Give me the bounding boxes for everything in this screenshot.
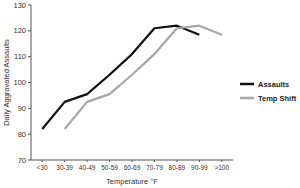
x-tick	[87, 160, 88, 162]
x-tick-label: <30	[37, 164, 48, 171]
y-tick-label: 130	[13, 1, 26, 10]
legend-label: Assaults	[258, 80, 289, 89]
x-tick	[199, 160, 200, 162]
x-tick	[154, 160, 155, 162]
legend-label: Temp Shift	[258, 94, 297, 103]
series-line	[42, 26, 199, 129]
x-tick-label: 40-49	[79, 164, 96, 171]
y-axis-title: Daily Aggravated Assaults	[2, 39, 11, 126]
y-tick-label: 90	[18, 104, 26, 113]
y-tick-label: 100	[13, 78, 26, 87]
y-tick	[28, 5, 31, 6]
x-tick-label: 50-59	[101, 164, 118, 171]
x-tick	[109, 160, 110, 162]
y-tick-label: 80	[18, 130, 26, 139]
series-line	[65, 26, 222, 129]
x-tick-label: 30-39	[56, 164, 73, 171]
x-tick-label: 60-69	[124, 164, 141, 171]
legend-swatch	[240, 97, 254, 100]
x-tick	[176, 160, 177, 162]
x-tick-label: 70-79	[146, 164, 163, 171]
x-axis-title: Temperature °F	[106, 177, 158, 186]
x-tick	[221, 160, 222, 162]
y-tick	[28, 160, 31, 161]
series-group	[42, 26, 222, 129]
y-tick	[28, 108, 31, 109]
y-tick-label: 120	[13, 26, 26, 35]
chart: 70 80 90 100 110 120 130 <30 30-39 40-49 50-59 60-6…	[0, 0, 300, 188]
y-tick	[28, 134, 31, 135]
y-tick-label: 110	[14, 52, 26, 61]
y-tick-label: 70	[18, 156, 26, 165]
x-tick	[132, 160, 133, 162]
y-tick	[28, 30, 31, 31]
legend-swatch	[240, 83, 254, 86]
y-tick	[28, 56, 31, 57]
x-tick	[42, 160, 43, 162]
x-tick-label: >100	[214, 164, 229, 171]
x-tick	[64, 160, 65, 162]
y-tick	[28, 82, 31, 83]
x-tick-label: 90-99	[191, 164, 208, 171]
x-tick-label: 80-89	[169, 164, 186, 171]
